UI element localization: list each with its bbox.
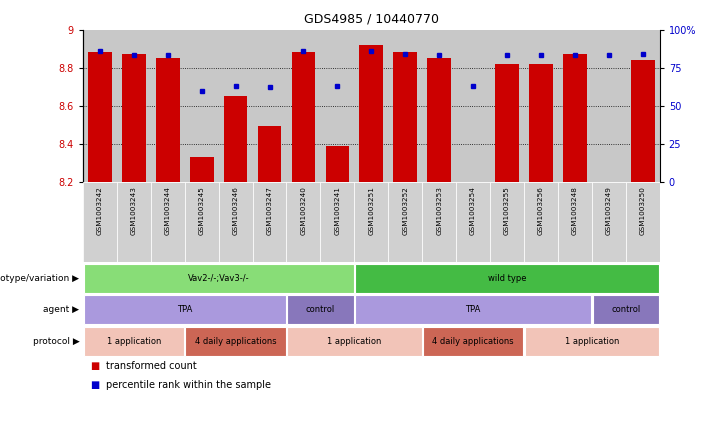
Text: GSM1003253: GSM1003253: [436, 186, 442, 235]
Bar: [355, 264, 659, 293]
Bar: [593, 295, 659, 324]
Text: GSM1003242: GSM1003242: [97, 186, 103, 235]
Text: 1 application: 1 application: [565, 337, 619, 346]
Text: control: control: [611, 305, 640, 314]
Bar: [287, 327, 422, 356]
Bar: [394, 52, 417, 182]
Text: GSM1003252: GSM1003252: [402, 186, 408, 235]
Bar: [360, 45, 383, 182]
Bar: [597, 182, 621, 264]
Text: genotype/variation ▶: genotype/variation ▶: [0, 274, 79, 283]
Text: GSM1003255: GSM1003255: [504, 186, 510, 235]
Bar: [117, 182, 151, 262]
Bar: [291, 52, 315, 182]
Bar: [252, 182, 286, 262]
Text: agent ▶: agent ▶: [43, 305, 79, 314]
Bar: [423, 182, 456, 262]
Text: 4 daily applications: 4 daily applications: [195, 337, 276, 346]
Bar: [631, 60, 655, 182]
Bar: [325, 146, 349, 182]
Bar: [287, 295, 354, 324]
Text: GSM1003244: GSM1003244: [164, 186, 171, 235]
Text: TPA: TPA: [177, 305, 193, 314]
Text: wild type: wild type: [488, 274, 526, 283]
Bar: [456, 182, 490, 262]
Text: TPA: TPA: [466, 305, 481, 314]
Text: GSM1003251: GSM1003251: [368, 186, 374, 235]
Bar: [428, 58, 451, 182]
Bar: [83, 182, 117, 262]
Bar: [495, 64, 519, 182]
Text: GSM1003254: GSM1003254: [470, 186, 476, 235]
Bar: [257, 126, 281, 182]
Bar: [84, 295, 286, 324]
Text: GSM1003248: GSM1003248: [572, 186, 578, 235]
Text: 4 daily applications: 4 daily applications: [433, 337, 514, 346]
Bar: [354, 182, 389, 262]
Text: Vav2-/-;Vav3-/-: Vav2-/-;Vav3-/-: [187, 274, 249, 283]
Text: 1 application: 1 application: [327, 337, 381, 346]
Bar: [218, 182, 252, 262]
Bar: [286, 182, 320, 262]
Bar: [190, 157, 213, 182]
Text: percentile rank within the sample: percentile rank within the sample: [106, 380, 271, 390]
Text: GSM1003247: GSM1003247: [267, 186, 273, 235]
Bar: [525, 327, 659, 356]
Text: ■: ■: [90, 361, 99, 371]
Bar: [84, 264, 354, 293]
Text: GSM1003243: GSM1003243: [131, 186, 137, 235]
Text: transformed count: transformed count: [106, 361, 197, 371]
Text: control: control: [306, 305, 335, 314]
Bar: [563, 54, 587, 182]
Bar: [529, 64, 553, 182]
Bar: [224, 96, 247, 182]
Text: GSM1003245: GSM1003245: [199, 186, 205, 235]
Text: protocol ▶: protocol ▶: [32, 337, 79, 346]
Bar: [592, 182, 626, 262]
Bar: [490, 182, 524, 262]
Text: GSM1003246: GSM1003246: [233, 186, 239, 235]
Bar: [461, 182, 485, 271]
Text: GSM1003241: GSM1003241: [335, 186, 340, 235]
Bar: [88, 52, 112, 182]
Text: GSM1003249: GSM1003249: [606, 186, 612, 235]
Text: 1 application: 1 application: [107, 337, 161, 346]
Bar: [524, 182, 558, 262]
Text: ■: ■: [90, 380, 99, 390]
Bar: [558, 182, 592, 262]
Bar: [320, 182, 354, 262]
Bar: [423, 327, 523, 356]
Bar: [626, 182, 660, 262]
Bar: [185, 327, 286, 356]
Bar: [156, 58, 180, 182]
Text: GDS4985 / 10440770: GDS4985 / 10440770: [304, 13, 439, 26]
Bar: [151, 182, 185, 262]
Bar: [355, 295, 591, 324]
Bar: [122, 54, 146, 182]
Text: GSM1003256: GSM1003256: [538, 186, 544, 235]
Text: GSM1003250: GSM1003250: [640, 186, 646, 235]
Text: GSM1003240: GSM1003240: [301, 186, 306, 235]
Bar: [185, 182, 218, 262]
Bar: [389, 182, 423, 262]
Bar: [84, 327, 184, 356]
